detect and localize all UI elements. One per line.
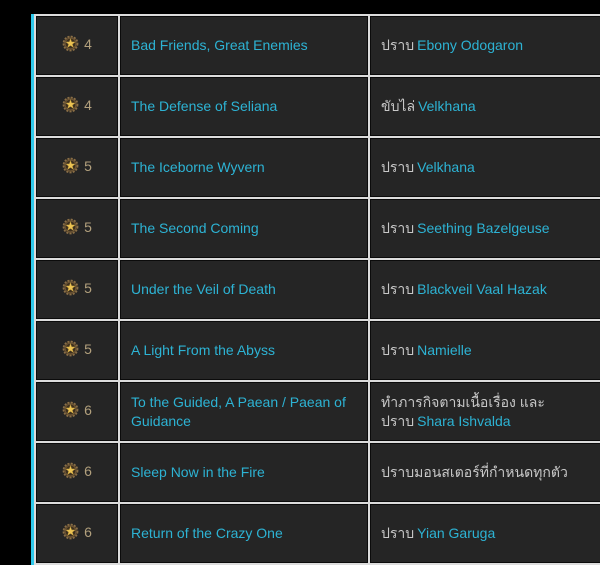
quest-star-medal-icon: [62, 96, 79, 113]
quest-level-cell: 6: [36, 382, 118, 441]
quest-objective-cell: ทำภารกิจตามเนื้อเรื่อง และ ปราบ Shara Ish…: [370, 382, 600, 441]
quest-level-number: 5: [84, 340, 92, 357]
quest-level-number: 6: [84, 462, 92, 479]
quest-name: Sleep Now in the Fire: [131, 464, 265, 481]
quest-table-container: 4 Bad Friends, Great Enemies ปราบ Ebony O…: [31, 14, 600, 565]
quest-objective-cell: ปราบ Blackveil Vaal Hazak: [370, 260, 600, 319]
quest-level-group: 5: [62, 340, 92, 358]
objective-monster-name: Namielle: [417, 342, 472, 359]
objective-text-thai: ขับไล่: [381, 98, 416, 115]
quest-level-cell: 5: [36, 260, 118, 319]
quest-level-number: 4: [84, 35, 92, 52]
quest-star-medal-icon: [62, 157, 79, 174]
objective-monster-name: Velkhana: [417, 159, 475, 176]
quest-star-medal-icon: [62, 35, 79, 52]
quest-star-medal-icon: [62, 523, 79, 540]
quest-name: The Iceborne Wyvern: [131, 159, 265, 176]
table-row: 5 Under the Veil of Death ปราบ Blackveil …: [36, 260, 600, 319]
quest-level-cell: 5: [36, 199, 118, 258]
quest-name-cell: Sleep Now in the Fire: [120, 443, 368, 502]
objective-monster-name: Blackveil Vaal Hazak: [417, 281, 547, 298]
quest-level-group: 6: [62, 401, 92, 419]
quest-star-medal-icon: [62, 218, 79, 235]
quest-level-cell: 4: [36, 16, 118, 75]
objective-text-thai: ปราบ: [381, 220, 415, 237]
quest-star-medal-icon: [62, 401, 79, 418]
quest-level-group: 4: [62, 35, 92, 53]
quest-name-cell: To the Guided, A Paean / Paean of Guidan…: [120, 382, 368, 441]
quest-objective-cell: ขับไล่ Velkhana: [370, 77, 600, 136]
quest-level-group: 4: [62, 96, 92, 114]
quest-name-cell: A Light From the Abyss: [120, 321, 368, 380]
objective-monster-name: Seething Bazelgeuse: [417, 220, 550, 237]
table-row: 6 To the Guided, A Paean / Paean of Guid…: [36, 382, 600, 441]
quest-objective-cell: ปราบ Seething Bazelgeuse: [370, 199, 600, 258]
objective-text-thai: ปราบ: [381, 342, 415, 359]
quest-name: Under the Veil of Death: [131, 281, 276, 298]
objective-monster-name: Shara Ishvalda: [417, 412, 511, 429]
quest-objective-cell: ปราบ Namielle: [370, 321, 600, 380]
quest-table: 4 Bad Friends, Great Enemies ปราบ Ebony O…: [34, 14, 600, 565]
quest-name-cell: The Iceborne Wyvern: [120, 138, 368, 197]
quest-star-medal-icon: [62, 279, 79, 296]
objective-text-thai: ทำภารกิจตามเนื้อเรื่อง และ ปราบ: [381, 394, 545, 429]
quest-name-cell: Bad Friends, Great Enemies: [120, 16, 368, 75]
quest-level-cell: 6: [36, 504, 118, 563]
table-row: 6 Sleep Now in the Fire ปราบมอนสเตอร์ที่…: [36, 443, 600, 502]
quest-objective-cell: ปราบ Yian Garuga: [370, 504, 600, 563]
objective-text-thai: ปราบ: [381, 281, 415, 298]
quest-level-cell: 4: [36, 77, 118, 136]
quest-level-number: 5: [84, 279, 92, 296]
quest-level-group: 6: [62, 523, 92, 541]
quest-name: To the Guided, A Paean / Paean of Guidan…: [131, 394, 346, 429]
quest-objective-cell: ปราบ Ebony Odogaron: [370, 16, 600, 75]
quest-level-number: 4: [84, 96, 92, 113]
quest-name-cell: The Second Coming: [120, 199, 368, 258]
objective-text-thai: ปราบ: [381, 525, 415, 542]
quest-level-number: 6: [84, 401, 92, 418]
quest-name-cell: The Defense of Seliana: [120, 77, 368, 136]
quest-level-group: 5: [62, 157, 92, 175]
quest-level-number: 6: [84, 523, 92, 540]
quest-name-cell: Under the Veil of Death: [120, 260, 368, 319]
quest-table-body: 4 Bad Friends, Great Enemies ปราบ Ebony O…: [36, 16, 600, 563]
quest-level-group: 6: [62, 462, 92, 480]
quest-level-cell: 5: [36, 138, 118, 197]
table-row: 4 The Defense of Seliana ขับไล่ Velkhana: [36, 77, 600, 136]
objective-monster-name: Velkhana: [418, 98, 476, 115]
objective-text-thai: ปราบ: [381, 159, 415, 176]
quest-level-number: 5: [84, 218, 92, 235]
quest-objective-cell: ปราบ Velkhana: [370, 138, 600, 197]
table-row: 4 Bad Friends, Great Enemies ปราบ Ebony O…: [36, 16, 600, 75]
quest-name-cell: Return of the Crazy One: [120, 504, 368, 563]
quest-star-medal-icon: [62, 462, 79, 479]
table-row: 5 The Iceborne Wyvern ปราบ Velkhana: [36, 138, 600, 197]
objective-text-thai: ปราบ: [381, 37, 415, 54]
quest-name: Bad Friends, Great Enemies: [131, 37, 308, 54]
table-row: 5 A Light From the Abyss ปราบ Namielle: [36, 321, 600, 380]
quest-name: A Light From the Abyss: [131, 342, 275, 359]
quest-level-group: 5: [62, 279, 92, 297]
quest-star-medal-icon: [62, 340, 79, 357]
objective-monster-name: Ebony Odogaron: [417, 37, 524, 54]
table-row: 6 Return of the Crazy One ปราบ Yian Garug…: [36, 504, 600, 563]
objective-text-thai: ปราบมอนสเตอร์ที่กำหนดทุกตัว: [381, 464, 568, 481]
table-row: 5 The Second Coming ปราบ Seething Bazelge…: [36, 199, 600, 258]
quest-level-cell: 6: [36, 443, 118, 502]
quest-name: The Defense of Seliana: [131, 98, 278, 115]
objective-monster-name: Yian Garuga: [417, 525, 496, 542]
quest-objective-cell: ปราบมอนสเตอร์ที่กำหนดทุกตัว: [370, 443, 600, 502]
quest-level-group: 5: [62, 218, 92, 236]
quest-level-cell: 5: [36, 321, 118, 380]
quest-name: Return of the Crazy One: [131, 525, 283, 542]
quest-level-number: 5: [84, 157, 92, 174]
quest-name: The Second Coming: [131, 220, 259, 237]
